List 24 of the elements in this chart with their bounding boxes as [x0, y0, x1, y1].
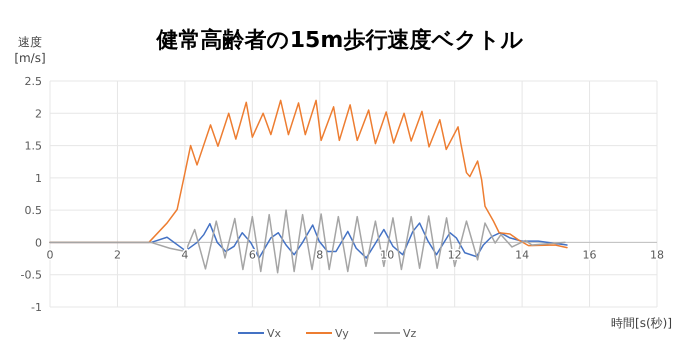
x-tick-label: 16: [582, 248, 597, 262]
x-axis-title: 時間[s(秒)]: [611, 316, 672, 330]
y-tick-label: 1.5: [24, 140, 42, 153]
x-tick-label: 2: [114, 248, 121, 262]
x-tick-label: 0: [46, 248, 54, 262]
x-tick-label: 18: [650, 248, 664, 262]
legend-label: Vy: [335, 327, 350, 340]
legend-label: Vx: [267, 327, 282, 340]
y-tick-label: 0.5: [24, 204, 42, 218]
x-tick-label: 6: [248, 248, 256, 262]
x-tick-label: 12: [448, 248, 462, 262]
x-tick-label: 8: [316, 248, 324, 262]
y-tick-label: -1: [31, 301, 42, 314]
legend-label: Vz: [403, 327, 417, 340]
x-tick-label: 14: [515, 248, 530, 262]
y-tick-label: 1: [35, 172, 42, 185]
y-axis-title: 速度 [m/s]: [14, 35, 46, 65]
y-tick-label: 0: [35, 236, 42, 250]
y-tick-label: -0.5: [20, 268, 42, 282]
y-tick-label: 2.5: [24, 75, 42, 88]
y-tick-label: 2: [35, 107, 42, 120]
x-tick-label: 10: [380, 248, 394, 262]
chart-title: 健常高齢者の15m歩行速度ベクトル: [156, 27, 524, 53]
x-tick-label: 4: [181, 248, 188, 262]
